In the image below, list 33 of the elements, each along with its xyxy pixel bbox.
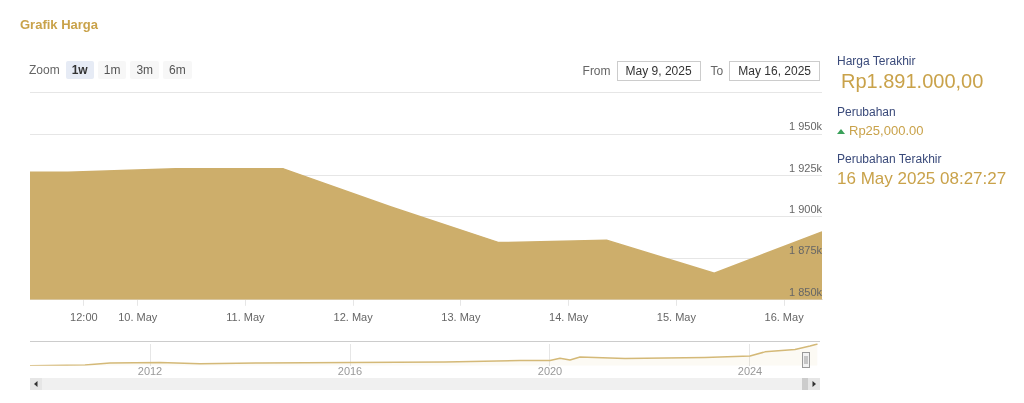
- text: Rp1.891.000,00: [841, 70, 984, 92]
- text: Perubahan Terakhir: [837, 152, 942, 166]
- text: Zoom: [29, 63, 60, 77]
- x-tick-label: 13. May: [441, 311, 481, 324]
- text: May 16, 2025: [738, 64, 811, 78]
- text: 1m: [103, 63, 121, 77]
- x-tick-label: 12:00: [70, 311, 98, 324]
- y-tick-label: 1 850k: [788, 285, 823, 298]
- x-tick-label: 11. May: [226, 311, 266, 324]
- text: Harga Terakhir: [837, 54, 916, 68]
- text: 6m: [169, 63, 186, 77]
- text: 1w: [71, 63, 88, 77]
- y-tick-label: 1 875k: [788, 244, 823, 257]
- x-tick-label: 2016: [337, 365, 363, 378]
- x-tick-label: 14. May: [549, 311, 589, 324]
- x-tick-label: 10. May: [118, 311, 158, 324]
- x-tick-label: 16. May: [764, 311, 805, 324]
- text: Rp25,000.00: [849, 123, 924, 138]
- x-tick-label: 12. May: [333, 311, 374, 324]
- text: 16 May 2025 08:27:27: [837, 169, 1007, 188]
- y-tick-label: 1 950k: [788, 120, 823, 133]
- chart-title: Grafik Harga: [20, 17, 99, 32]
- y-tick-label: 1 900k: [788, 202, 823, 215]
- x-tick-label: 15. May: [656, 311, 697, 324]
- y-tick-label: 1 925k: [788, 161, 823, 174]
- x-tick-label: 2020: [537, 365, 563, 378]
- text: Perubahan: [837, 105, 896, 119]
- x-tick-label: 2012: [137, 365, 163, 378]
- x-tick-label: 2024: [737, 365, 763, 378]
- text: From: [582, 64, 611, 78]
- text: To: [710, 64, 724, 78]
- text: 3m: [136, 63, 154, 77]
- text: May 9, 2025: [625, 64, 692, 78]
